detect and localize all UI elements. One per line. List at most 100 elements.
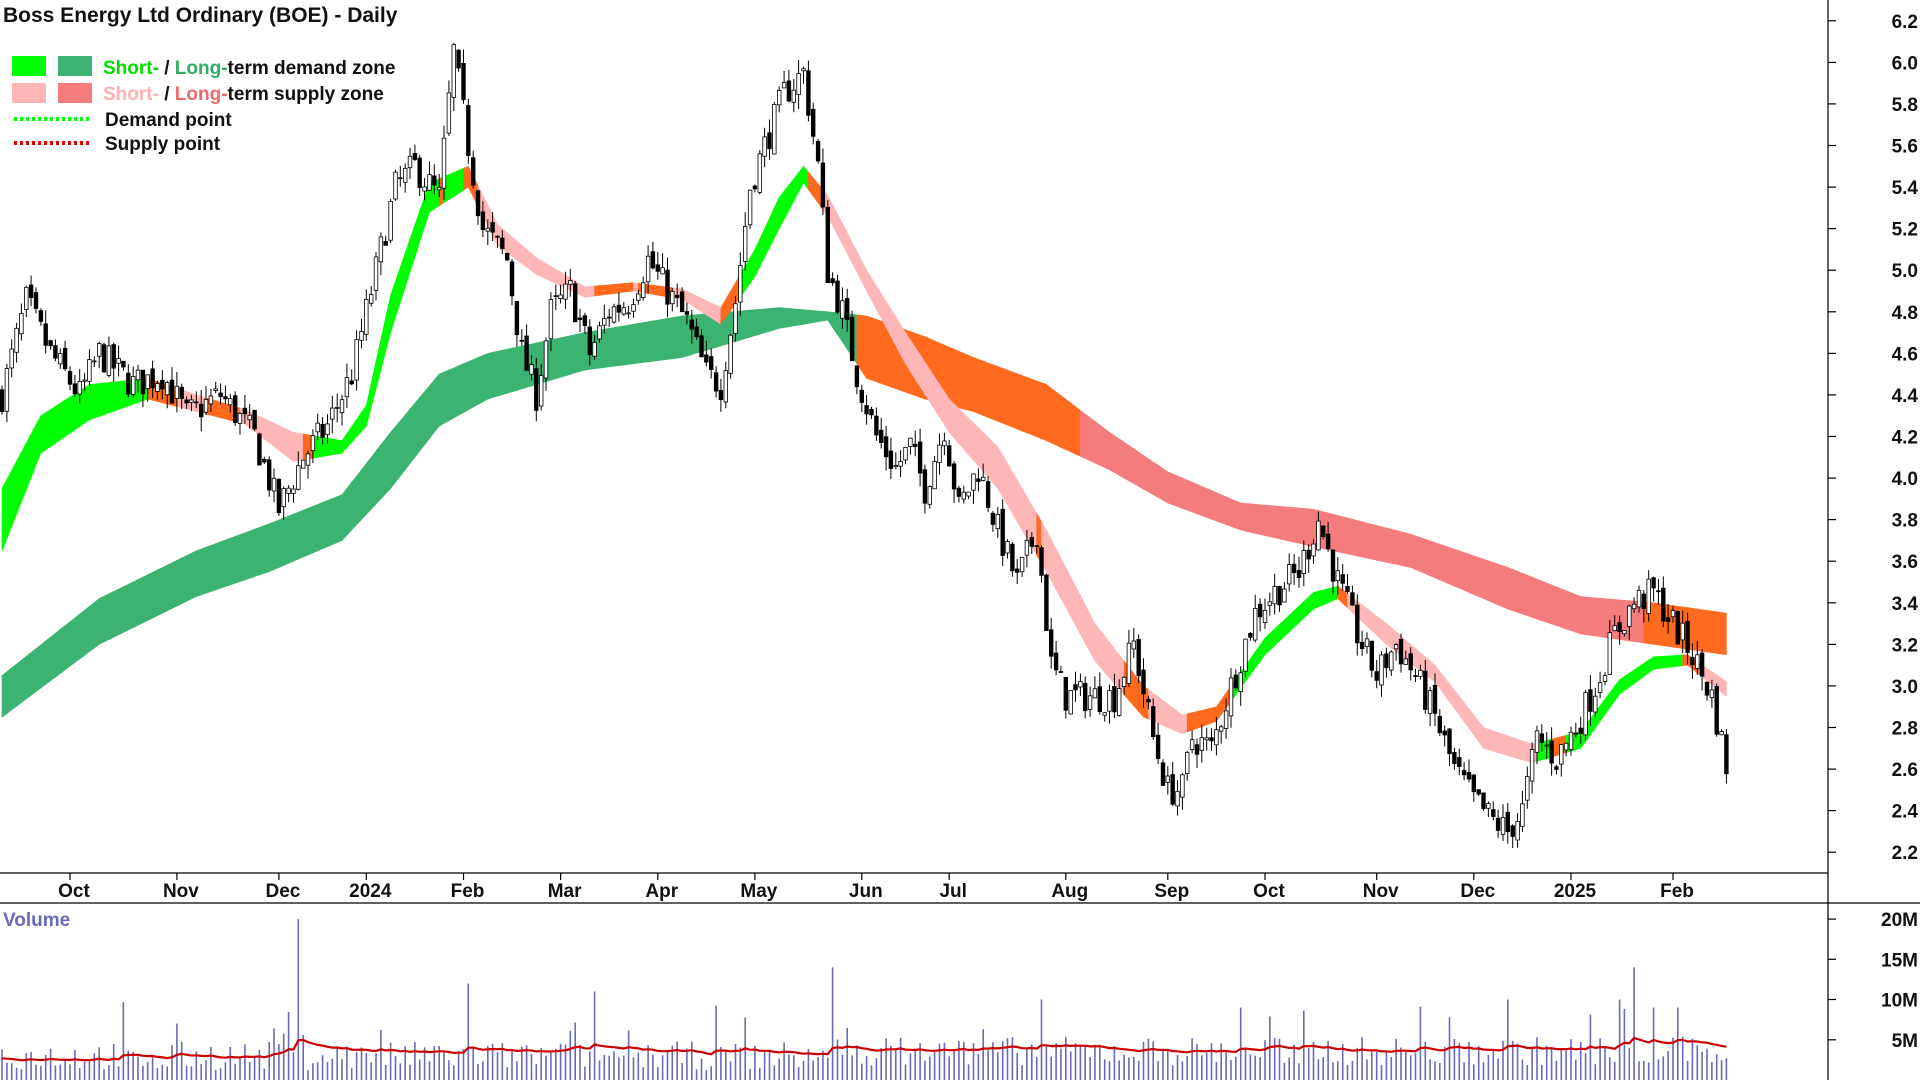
long-term-zone-segment	[1240, 502, 1246, 532]
long-term-zone-segment	[1293, 507, 1300, 544]
candle-body	[1525, 776, 1530, 801]
short-term-zone-segment	[59, 399, 66, 441]
date-tick-label: Feb	[1660, 881, 1694, 902]
short-term-zone-segment	[1016, 478, 1023, 532]
short-term-zone-segment	[1021, 487, 1028, 540]
short-term-zone-segment	[1483, 727, 1489, 751]
short-term-zone-segment	[934, 375, 940, 419]
short-term-zone-segment	[603, 284, 610, 296]
candle-body	[966, 491, 971, 497]
long-term-zone-segment	[667, 317, 673, 360]
candle-body	[116, 357, 121, 364]
candle-body	[1471, 774, 1476, 793]
candle-body	[164, 382, 170, 396]
long-term-zone-segment	[477, 354, 484, 406]
long-term-zone-segment	[1177, 475, 1183, 509]
long-term-zone-segment	[783, 307, 790, 328]
candle-body	[237, 412, 243, 424]
long-term-zone-segment	[982, 360, 989, 418]
short-term-zone-segment	[463, 165, 469, 191]
candle-body	[1704, 681, 1710, 696]
long-term-zone-segment	[978, 358, 984, 416]
long-term-zone-segment	[1502, 565, 1509, 610]
candle-body	[1257, 603, 1263, 618]
candle-body	[631, 304, 636, 312]
long-term-zone-segment	[404, 408, 411, 471]
candle-body	[815, 140, 821, 162]
candle-body	[378, 236, 384, 263]
short-term-zone-segment	[1541, 740, 1547, 761]
long-term-zone-segment	[1444, 545, 1450, 585]
price-tick-label: 4.2	[1892, 428, 1918, 449]
candle-body	[223, 396, 228, 400]
candle-body	[475, 190, 481, 217]
long-term-zone-segment	[1216, 492, 1222, 524]
candle-body	[213, 388, 218, 391]
candle-body	[1724, 734, 1729, 775]
long-term-zone-segment	[1298, 507, 1305, 545]
long-term-zone-segment	[754, 308, 761, 337]
candle-body	[359, 330, 364, 341]
short-term-zone-segment	[1162, 699, 1169, 728]
long-term-zone-segment	[409, 402, 416, 465]
short-term-zone-segment	[992, 441, 999, 490]
long-term-zone-segment	[463, 361, 469, 414]
candle-body	[135, 369, 141, 381]
candle-body	[1384, 653, 1389, 669]
candle-body	[262, 458, 267, 463]
long-term-zone-segment	[1459, 550, 1465, 591]
short-term-zone-segment	[215, 400, 221, 419]
long-term-zone-segment	[268, 521, 275, 573]
short-term-zone-segment	[45, 408, 51, 451]
candle-body	[1175, 791, 1180, 807]
long-term-zone-segment	[1721, 612, 1727, 656]
candle-body	[1486, 803, 1491, 809]
candle-body	[1675, 611, 1680, 645]
short-term-zone-segment	[545, 263, 552, 282]
candle-body	[1442, 730, 1447, 736]
long-term-zone-segment	[419, 390, 425, 452]
short-term-zone-segment	[1327, 587, 1334, 604]
candle-body	[752, 185, 758, 190]
long-term-zone-segment	[1206, 488, 1212, 520]
candle-body	[898, 460, 903, 467]
candle-body	[232, 395, 238, 424]
candle-body	[1097, 686, 1102, 713]
long-term-zone-segment	[263, 523, 270, 574]
short-term-zone-segment	[516, 240, 523, 265]
long-term-zone-segment	[1259, 504, 1266, 536]
candle-body	[456, 49, 461, 69]
long-term-zone-segment	[628, 323, 634, 365]
candle-body	[1316, 520, 1321, 551]
candle-body	[1369, 640, 1374, 671]
long-term-zone-segment	[1167, 471, 1173, 506]
candle-body	[995, 514, 1000, 530]
long-term-zone-segment	[822, 311, 829, 322]
short-term-zone-segment	[1172, 707, 1178, 733]
short-term-zone-segment	[50, 405, 56, 448]
short-term-zone-band	[1, 165, 1727, 764]
long-term-zone-segment	[657, 318, 663, 361]
long-term-zone-segment	[1536, 578, 1543, 622]
long-term-zone-segment	[74, 613, 80, 664]
long-term-zone-segment	[1269, 505, 1275, 539]
candle-body	[441, 137, 447, 189]
candle-body	[1466, 772, 1472, 780]
candle-body	[344, 377, 350, 398]
candle-body	[1204, 737, 1209, 741]
candle-body	[558, 294, 563, 299]
long-term-zone-segment	[1546, 582, 1552, 625]
candle-body	[407, 155, 413, 169]
candle-body	[1709, 689, 1715, 698]
long-term-zone-segment	[25, 651, 32, 700]
candle-body	[1335, 570, 1340, 582]
candle-body	[126, 372, 131, 395]
short-term-zone-segment	[963, 412, 969, 456]
long-term-zone-segment	[147, 571, 153, 621]
candle-body	[1627, 605, 1632, 627]
long-term-zone-segment	[1381, 526, 1387, 563]
short-term-zone-segment	[633, 282, 639, 293]
short-term-zone-segment	[263, 418, 270, 444]
long-term-zone-segment	[1522, 572, 1528, 617]
long-term-zone-segment	[1245, 503, 1251, 533]
